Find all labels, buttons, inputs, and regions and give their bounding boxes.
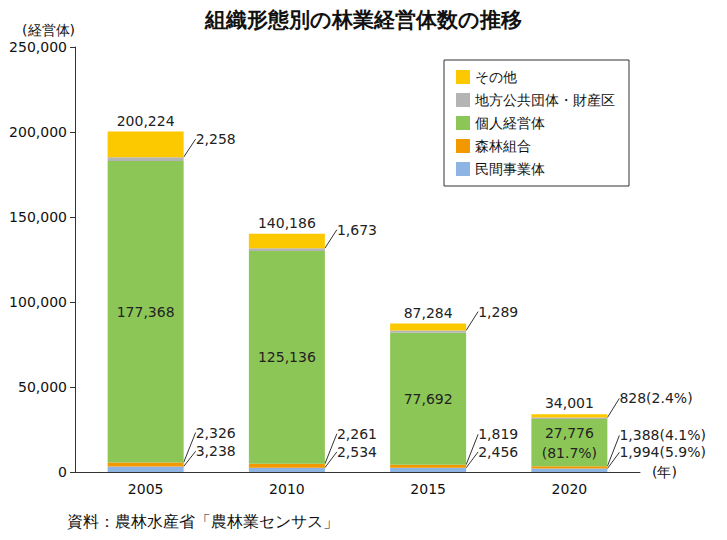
svg-text:2005: 2005 [128,481,164,497]
svg-text:87,284: 87,284 [404,305,453,321]
svg-text:77,692: 77,692 [404,391,453,407]
svg-text:125,136: 125,136 [258,349,316,365]
svg-text:27,776: 27,776 [545,425,594,441]
svg-text:民間事業体: 民間事業体 [475,161,545,177]
svg-text:地方公共団体・財産区: 地方公共団体・財産区 [474,92,615,108]
svg-text:200,224: 200,224 [117,113,175,129]
svg-text:177,368: 177,368 [117,304,175,320]
svg-text:100,000: 100,000 [9,294,67,310]
svg-text:140,186: 140,186 [258,215,316,231]
svg-text:150,000: 150,000 [9,209,67,225]
svg-text:1,994(5.9%): 1,994(5.9%) [619,444,706,460]
svg-text:828(2.4%): 828(2.4%) [619,390,692,406]
svg-text:その他: その他 [475,69,517,85]
svg-text:1,819: 1,819 [478,426,518,442]
svg-text:(81.7%): (81.7%) [542,445,597,461]
svg-text:2,258: 2,258 [196,131,236,147]
svg-text:組織形態別の林業経営体数の推移: 組織形態別の林業経営体数の推移 [204,8,522,32]
svg-text:個人経営体: 個人経営体 [475,115,545,131]
svg-text:1,388(4.1%): 1,388(4.1%) [619,427,706,443]
svg-text:2015: 2015 [410,481,446,497]
svg-text:2,261: 2,261 [337,426,377,442]
svg-text:3,238: 3,238 [196,443,236,459]
svg-text:1,289: 1,289 [478,304,518,320]
svg-text:資料：農林水産省「農林業センサス」: 資料：農林水産省「農林業センサス」 [67,512,339,531]
svg-text:200,000: 200,000 [9,124,67,140]
svg-text:2,456: 2,456 [478,444,518,460]
svg-text:森林組合: 森林組合 [475,138,531,154]
svg-text:(経営体): (経営体) [22,22,75,38]
svg-text:1,673: 1,673 [337,222,377,238]
svg-text:0: 0 [58,464,67,480]
svg-text:34,001: 34,001 [545,395,594,411]
svg-text:250,000: 250,000 [9,39,67,55]
svg-text:2,534: 2,534 [337,444,377,460]
svg-text:2,326: 2,326 [196,425,236,441]
svg-text:50,000: 50,000 [18,379,67,395]
svg-text:2010: 2010 [269,481,305,497]
svg-text:2020: 2020 [552,481,588,497]
svg-text:(年): (年) [652,464,677,480]
